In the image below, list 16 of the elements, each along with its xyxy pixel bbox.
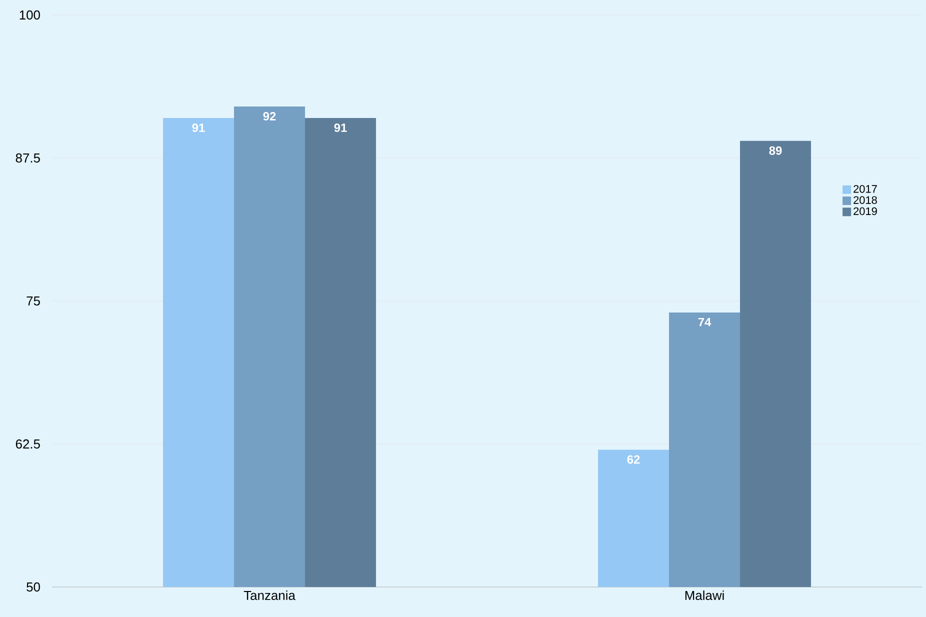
data-label: 62 [627, 455, 640, 464]
legend-label: 2017 [854, 185, 877, 193]
y-tick-label: 100 [20, 10, 40, 20]
x-tick-label: Tanzania [244, 590, 296, 600]
data-label: 92 [263, 112, 276, 120]
y-tick-label: 75 [26, 296, 40, 306]
y-tick-label: 62.5 [16, 439, 40, 449]
data-label: 89 [769, 146, 782, 155]
x-tick-label: Malawi [685, 590, 724, 600]
data-label: 91 [334, 123, 347, 132]
y-tick-label: 87.5 [16, 153, 40, 163]
y-tick-label: 50 [26, 582, 40, 592]
legend-label: 2019 [854, 207, 877, 216]
data-label: 91 [192, 123, 205, 132]
data-label: 74 [698, 318, 712, 326]
legend-label: 2018 [854, 196, 877, 204]
